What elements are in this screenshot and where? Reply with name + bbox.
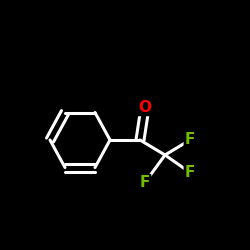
Text: O: O (138, 100, 151, 115)
Text: F: F (140, 175, 150, 190)
Text: F: F (185, 132, 195, 148)
Text: F: F (185, 165, 195, 180)
